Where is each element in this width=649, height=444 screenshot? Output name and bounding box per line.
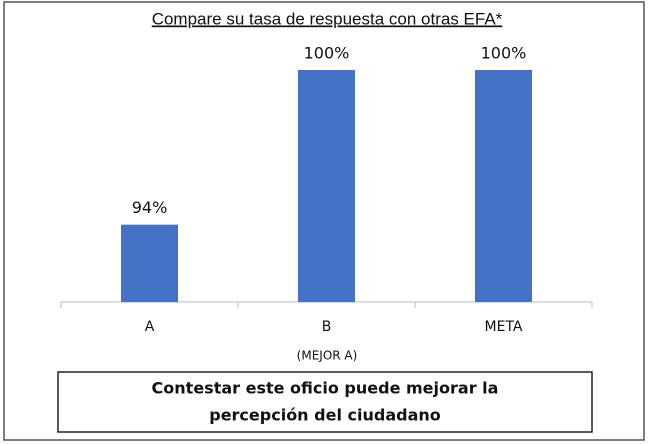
footer-line: Contestar este oficio puede mejorar la [152,379,499,398]
x-tick-label: A [145,319,155,335]
x-tick-label: B [322,319,332,335]
footer-line: percepción del ciudadano [209,406,441,425]
data-label: 100% [304,44,350,63]
data-label: 94% [132,198,168,217]
bar [475,70,532,302]
chart-title: Compare su tasa de respuesta con otras E… [152,9,503,28]
bar [121,224,178,302]
axis-ticks [60,302,593,308]
bar [298,70,355,302]
footer-box [57,371,593,433]
annotation: (MEJOR A) [297,349,358,363]
x-tick-label: META [485,319,523,335]
data-label: 100% [481,44,527,63]
